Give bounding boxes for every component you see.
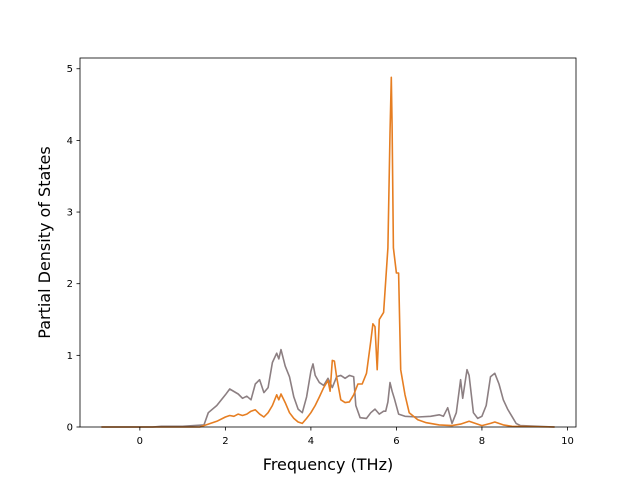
series-line-2 [101, 76, 555, 428]
x-tick-label: 4 [308, 436, 314, 447]
y-tick-label: 1 [67, 351, 73, 362]
x-axis-label: Frequency (THz) [263, 455, 393, 474]
y-tick-label: 5 [67, 64, 73, 75]
y-axis-ticks: 0 1 2 3 4 5 [67, 64, 80, 434]
y-tick-label: 2 [67, 279, 73, 290]
y-tick-label: 0 [67, 423, 73, 434]
y-tick-label: 4 [67, 136, 73, 147]
x-tick-label: 0 [137, 436, 143, 447]
x-axis-ticks: 0 2 4 6 8 10 [137, 427, 574, 447]
series-line-1 [101, 348, 555, 428]
x-tick-label: 8 [479, 436, 485, 447]
y-tick-label: 3 [67, 208, 73, 219]
y-axis-label: Partial Density of States [35, 146, 54, 338]
x-tick-label: 10 [561, 436, 574, 447]
axes-frame [79, 57, 577, 428]
x-tick-label: 2 [222, 436, 228, 447]
x-tick-label: 6 [393, 436, 399, 447]
plot-lines [101, 76, 555, 428]
